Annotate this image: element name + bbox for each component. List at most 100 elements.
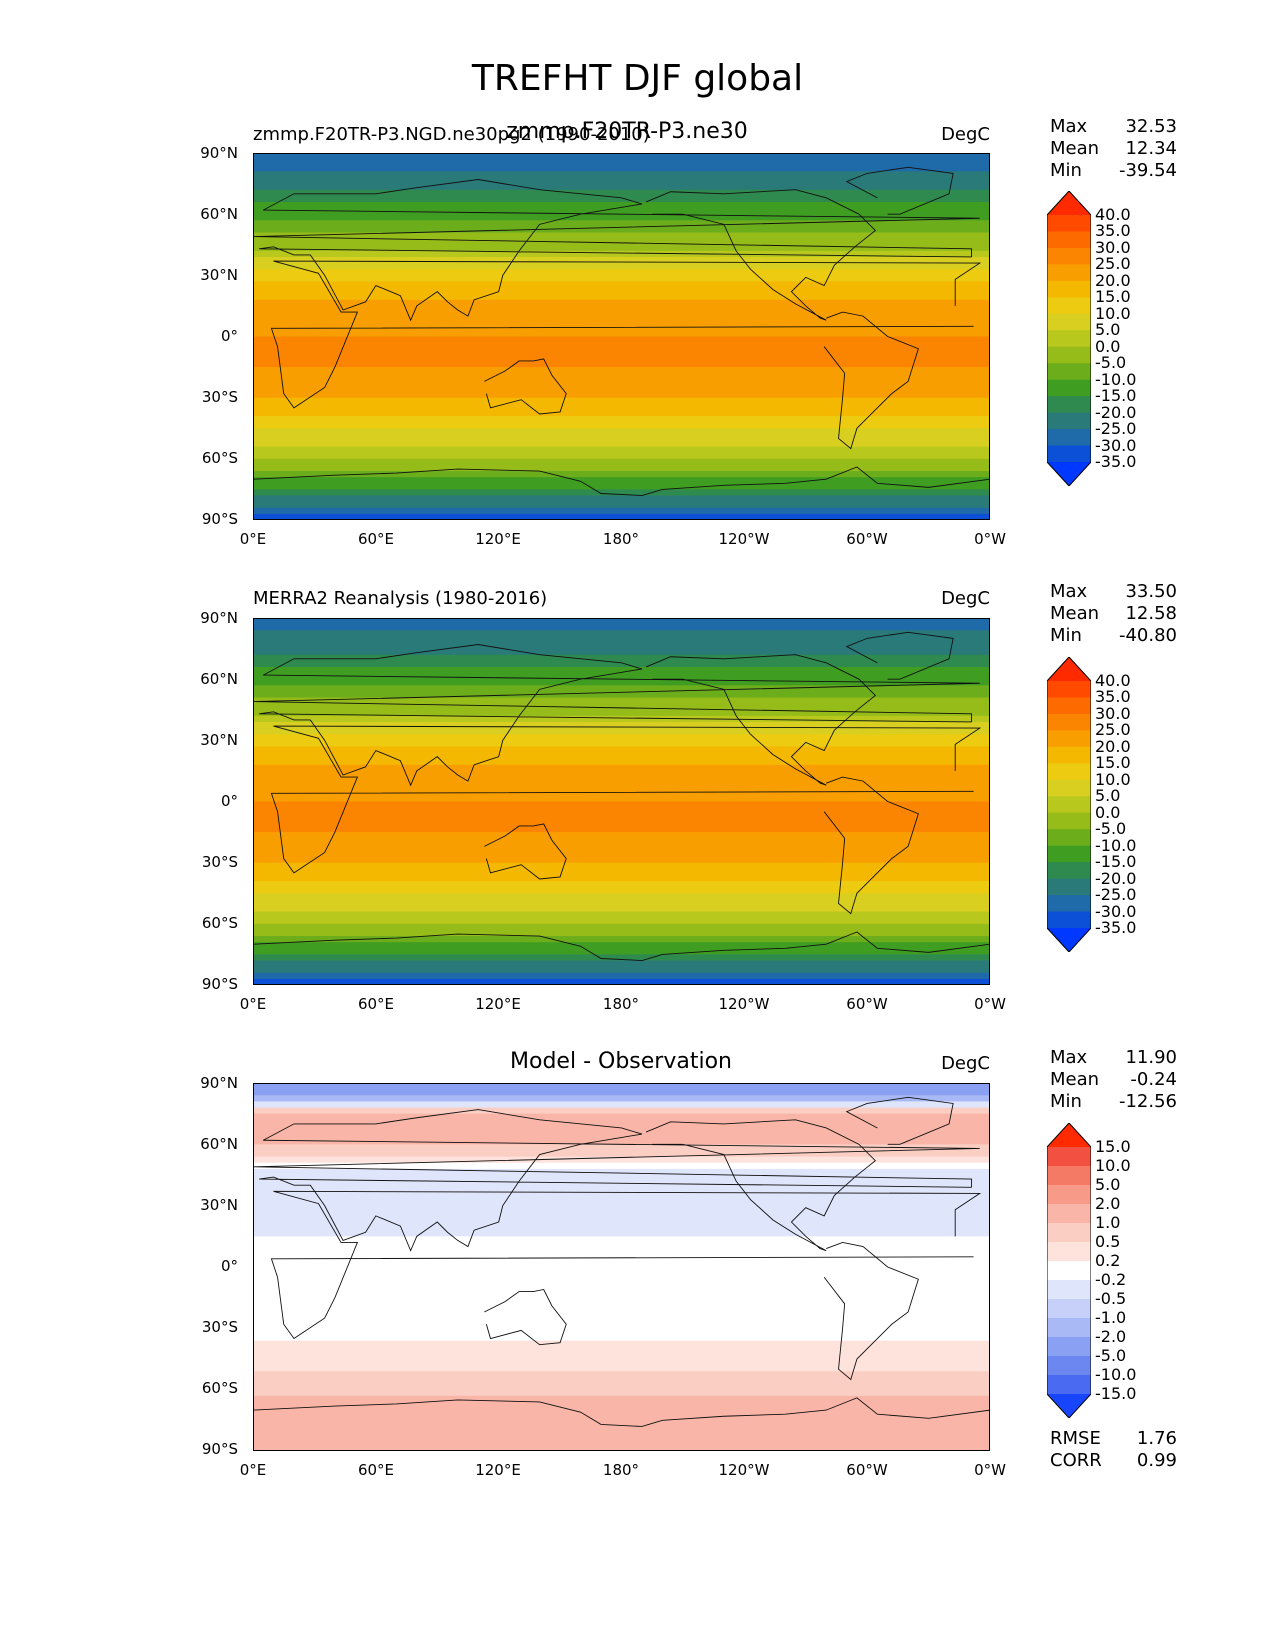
- panel3-map-band: [253, 1138, 990, 1145]
- panel2-map-band: [253, 734, 990, 741]
- panel1-map-band: [253, 201, 990, 209]
- panel1-map-band: [253, 153, 990, 160]
- panel2-map-band: [253, 746, 990, 754]
- panel1-stat-label: Mean: [1050, 138, 1100, 159]
- panel1-map-band: [253, 373, 990, 380]
- panel3-xtick: 60°W: [846, 1461, 888, 1479]
- panel1-map-band: [253, 189, 990, 197]
- panel2-colorbar-box: [1047, 878, 1091, 896]
- panel2-xtick: 0°W: [974, 995, 1006, 1013]
- panel1-colorbar-box: [1047, 280, 1091, 298]
- panel2-map: [253, 618, 990, 985]
- panel3-map-band: [253, 1322, 990, 1329]
- panel2-map-band: [253, 673, 990, 680]
- panel3-map-band: [253, 1395, 990, 1403]
- panel3-map-band: [253, 1162, 990, 1170]
- panel1-map-band: [253, 312, 990, 319]
- panel3-ytick: 60°S: [201, 1379, 238, 1397]
- panel3-map-band: [253, 1119, 990, 1127]
- panel1-title-left: zmmp.F20TR-P3.NGD.ne30pg2 (1990-2010): [253, 124, 650, 145]
- panel3-map-band: [253, 1095, 990, 1102]
- panel1-map-band: [253, 238, 990, 246]
- panel1-map-band: [253, 281, 990, 289]
- panel1-map-band: [253, 318, 990, 325]
- panel2-colorbar-tick-label: 30.0: [1095, 703, 1131, 723]
- panel2-map-band: [253, 936, 990, 943]
- panel3-map-coastline: [484, 1288, 567, 1346]
- panel3-map-band: [253, 1389, 990, 1397]
- panel3-map-band: [253, 1346, 990, 1354]
- panel2-map-band: [253, 715, 990, 723]
- panel1-colorbar-box: [1047, 215, 1091, 232]
- panel2-colorbar-tick-label: -20.0: [1095, 868, 1137, 888]
- panel3-map-band: [253, 1083, 990, 1090]
- panel1-colorbar-tick-label: -15.0: [1095, 386, 1137, 406]
- panel2-colorbar-tick-label: -25.0: [1095, 885, 1137, 905]
- panel2-ytick: 90°S: [201, 975, 238, 993]
- panel3-ytick: 60°N: [200, 1135, 238, 1153]
- panel3-map-band: [253, 1365, 990, 1372]
- panel3-ytick: 30°S: [201, 1318, 238, 1336]
- panel1-map-band: [253, 391, 990, 399]
- panel3-colorbar-box: [1047, 1318, 1091, 1338]
- panel2-map-band: [253, 813, 990, 821]
- panel2-map-band: [253, 801, 990, 809]
- panel2-map-band: [253, 642, 990, 650]
- panel2-map-band: [253, 844, 990, 852]
- panel3-map-band: [253, 1125, 990, 1133]
- panel3-map-band: [253, 1377, 990, 1385]
- panel3-map-band: [253, 1144, 990, 1152]
- panel1-colorbar-tick-label: -35.0: [1095, 452, 1137, 471]
- panel3-map-band: [253, 1359, 990, 1366]
- panel1-map-band: [253, 354, 990, 362]
- panel2-colorbar: [1047, 657, 1091, 952]
- panel1-colorbar-tick-label: 0.0: [1095, 336, 1121, 356]
- panel2-map-band: [253, 972, 990, 980]
- panel2-xtick: 0°E: [239, 995, 267, 1013]
- panel2-xtick: 60°E: [357, 995, 395, 1013]
- panel1-colorbar-tick-label: 5.0: [1095, 320, 1121, 340]
- panel1-xtick: 60°W: [846, 530, 888, 548]
- panel2-map-band: [253, 758, 990, 766]
- panel1-map-band: [253, 348, 990, 356]
- panel1-stat-value: 32.53: [1125, 116, 1177, 137]
- panel1-colorbar-tick-label: 10.0: [1095, 303, 1131, 323]
- panel2-map-coastline: [845, 631, 954, 680]
- panel3-map-band: [253, 1217, 990, 1225]
- panel2-xtick: 60°W: [846, 995, 888, 1013]
- figure-title: TREFHT DJF global: [471, 58, 804, 99]
- panel2-colorbar-tick-label: -15.0: [1095, 852, 1137, 872]
- panel2-map-coastline: [484, 823, 567, 880]
- panel2-map-band: [253, 691, 990, 699]
- panel3-colorbar-box: [1047, 1261, 1091, 1281]
- panel3-map-band: [253, 1260, 990, 1268]
- panel3-map-band: [253, 1236, 990, 1244]
- panel2-colorbar-box: [1047, 895, 1091, 913]
- panel2-colorbar-tick-label: 10.0: [1095, 769, 1131, 789]
- panel2-colorbar-extend-top: [1047, 657, 1091, 681]
- panel2-map-band: [253, 862, 990, 870]
- panel1-map-band: [253, 409, 990, 417]
- panel2-map-band: [253, 697, 990, 705]
- panel1-map-band: [253, 464, 990, 472]
- panel3-ytick: 30°N: [200, 1196, 238, 1214]
- panel1-map-frame: [253, 153, 990, 520]
- panel2-map-band: [253, 917, 990, 925]
- panel3-colorbar-box: [1047, 1242, 1091, 1262]
- panel1-ytick: 0°: [220, 327, 238, 345]
- panel1-colorbar-box: [1047, 445, 1091, 463]
- panel1-xtick: 120°E: [475, 530, 521, 548]
- panel1-map-band: [253, 226, 990, 234]
- panel2-map-band: [253, 856, 990, 864]
- panel2-xtick: 120°E: [475, 995, 521, 1013]
- panel1-map-band: [253, 263, 990, 270]
- panel1-colorbar-box: [1047, 429, 1091, 447]
- panel2-map-band: [253, 666, 990, 674]
- panel2-colorbar-box: [1047, 730, 1091, 748]
- panel3-colorbar-tick-label: -10.0: [1095, 1365, 1137, 1384]
- panel2-map-band: [253, 923, 990, 931]
- panel3-map-band: [253, 1132, 990, 1139]
- panel3-map-band: [253, 1224, 990, 1231]
- panel3-colorbar-box: [1047, 1280, 1091, 1300]
- panel1-colorbar-box: [1047, 313, 1091, 331]
